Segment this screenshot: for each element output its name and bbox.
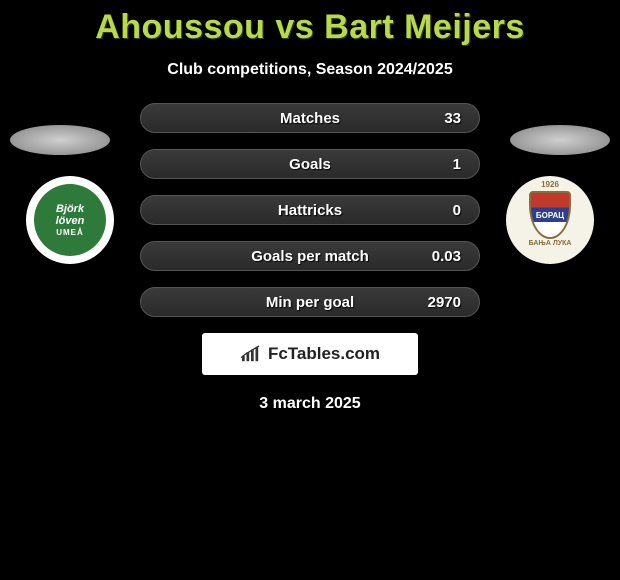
stat-label: Goals (289, 156, 331, 173)
stat-right-value: 2970 (428, 294, 461, 311)
stat-label: Goals per match (251, 248, 369, 265)
stat-label: Min per goal (266, 294, 354, 311)
player-silhouette-right (510, 125, 610, 155)
stat-row-hattricks: Hattricks 0 (140, 195, 480, 225)
club-badge-right-inner: 1926 БОРАЦ БАЊА ЛУКА (514, 180, 586, 260)
club-right-shield: БОРАЦ (529, 191, 571, 239)
stat-right-value: 0 (431, 202, 461, 219)
footer-date: 3 march 2025 (0, 395, 620, 413)
stats-container: Matches 33 Goals 1 Hattricks 0 Goals per… (140, 103, 480, 317)
club-badge-right: 1926 БОРАЦ БАЊА ЛУКА (506, 176, 594, 264)
brand-text: FcTables.com (268, 344, 380, 364)
stat-right-value: 33 (431, 110, 461, 127)
club-right-main: БОРАЦ (536, 211, 564, 220)
stat-row-min-per-goal: Min per goal 2970 (140, 287, 480, 317)
stat-right-value: 0.03 (431, 248, 461, 265)
club-right-sub: БАЊА ЛУКА (529, 240, 572, 247)
club-left-line2: löven (56, 215, 85, 227)
club-badge-left: Björk löven UMEÅ (26, 176, 114, 264)
stat-row-goals-per-match: Goals per match 0.03 (140, 241, 480, 271)
stat-row-goals: Goals 1 (140, 149, 480, 179)
player-silhouette-left (10, 125, 110, 155)
club-right-year: 1926 (541, 180, 559, 189)
page-title: Ahoussou vs Bart Meijers (0, 0, 620, 47)
bar-chart-icon (240, 345, 262, 363)
club-badge-left-inner: Björk löven UMEÅ (34, 184, 106, 256)
page-subtitle: Club competitions, Season 2024/2025 (0, 61, 620, 79)
stat-right-value: 1 (431, 156, 461, 173)
club-left-line3: UMEÅ (56, 229, 84, 238)
stat-row-matches: Matches 33 (140, 103, 480, 133)
stat-label: Matches (280, 110, 340, 127)
stat-label: Hattricks (278, 202, 342, 219)
brand-box: FcTables.com (202, 333, 418, 375)
club-left-line1: Björk (56, 203, 84, 215)
